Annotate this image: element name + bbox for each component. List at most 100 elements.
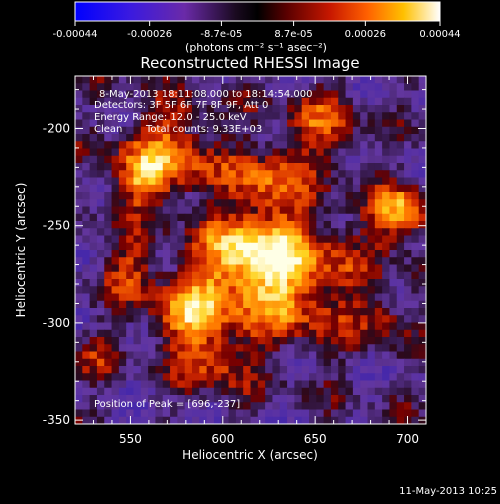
heatmap-cell — [265, 221, 274, 229]
heatmap-cell — [323, 286, 332, 295]
heatmap-cell — [389, 300, 398, 309]
heatmap-cell — [82, 163, 91, 171]
heatmap-cell — [243, 119, 252, 128]
heatmap-cell — [133, 344, 142, 353]
heatmap-cell — [213, 337, 222, 345]
heatmap-cell — [162, 76, 171, 84]
heatmap-cell — [155, 373, 164, 382]
heatmap-cell — [316, 90, 325, 99]
heatmap-cell — [192, 402, 200, 411]
heatmap-cell — [352, 257, 361, 266]
heatmap-cell — [404, 402, 412, 411]
heatmap-cell — [338, 387, 347, 396]
heatmap-cell — [235, 235, 244, 244]
heatmap-cell — [382, 235, 391, 244]
heatmap-cell — [162, 387, 171, 396]
heatmap-cell — [330, 206, 339, 215]
heatmap-cell — [111, 395, 120, 403]
heatmap-cell — [279, 373, 288, 382]
heatmap-cell — [133, 264, 142, 273]
heatmap-cell — [235, 90, 244, 99]
heatmap-cell — [360, 192, 369, 200]
heatmap-cell — [118, 366, 127, 374]
heatmap-cell — [316, 308, 325, 316]
heatmap-cell — [192, 351, 200, 360]
heatmap-cell — [272, 322, 281, 331]
heatmap-cell — [104, 250, 113, 258]
heatmap-cell — [111, 228, 120, 237]
heatmap-cell — [155, 163, 164, 171]
heatmap-cell — [111, 76, 120, 84]
heatmap-cell — [287, 279, 295, 287]
heatmap-cell — [352, 308, 361, 316]
heatmap-cell — [404, 141, 412, 150]
heatmap-cell — [257, 199, 266, 208]
heatmap-cell — [126, 250, 135, 258]
heatmap-cell — [177, 416, 186, 424]
heatmap-cell — [360, 337, 369, 345]
heatmap-cell — [250, 112, 259, 121]
heatmap-cell — [294, 228, 303, 237]
heatmap-cell — [133, 358, 142, 367]
heatmap-cell — [213, 279, 222, 287]
heatmap-cells — [75, 76, 426, 424]
heatmap-cell — [235, 141, 244, 150]
heatmap-cell — [404, 192, 412, 200]
heatmap-cell — [148, 358, 157, 367]
heatmap-cell — [75, 308, 83, 316]
heatmap-cell — [294, 199, 303, 208]
heatmap-cell — [199, 409, 208, 418]
heatmap-cell — [250, 206, 259, 215]
heatmap-cell — [382, 300, 391, 309]
heatmap-cell — [338, 170, 347, 179]
heatmap-cell — [301, 170, 310, 179]
heatmap-cell — [162, 337, 171, 345]
heatmap-cell — [272, 286, 281, 295]
heatmap-cell — [206, 271, 215, 280]
heatmap-cell — [111, 337, 120, 345]
heatmap-cell — [272, 141, 281, 150]
heatmap-cell — [367, 344, 376, 353]
heatmap-cell — [177, 358, 186, 367]
heatmap-cell — [228, 170, 237, 179]
heatmap-cell — [309, 300, 317, 309]
heatmap-cell — [301, 235, 310, 244]
heatmap-cell — [155, 228, 164, 237]
heatmap-cell — [162, 257, 171, 266]
heatmap-cell — [265, 199, 274, 208]
heatmap-cell — [316, 97, 325, 106]
heatmap-cell — [382, 97, 391, 106]
heatmap-cell — [330, 395, 339, 403]
heatmap-cell — [243, 366, 252, 374]
heatmap-cell — [265, 366, 274, 374]
heatmap-cell — [155, 344, 164, 353]
heatmap-cell — [360, 83, 369, 92]
heatmap-cell — [279, 206, 288, 215]
heatmap-cell — [338, 264, 347, 273]
heatmap-cell — [345, 366, 354, 374]
heatmap-cell — [170, 235, 178, 244]
heatmap-cell — [389, 358, 398, 367]
heatmap-cell — [272, 380, 281, 389]
heatmap-cell — [111, 177, 120, 186]
heatmap-cell — [111, 163, 120, 171]
heatmap-cell — [192, 105, 200, 113]
heatmap-cell — [184, 163, 193, 171]
heatmap-cell — [177, 329, 186, 338]
heatmap-cell — [272, 235, 281, 244]
heatmap-cell — [338, 141, 347, 150]
heatmap-cell — [155, 141, 164, 150]
heatmap-cell — [118, 264, 127, 273]
heatmap-cell — [360, 329, 369, 338]
heatmap-cell — [323, 206, 332, 215]
heatmap-cell — [140, 148, 149, 157]
heatmap-cell — [272, 308, 281, 316]
heatmap-cell — [382, 119, 391, 128]
heatmap-cell — [177, 112, 186, 121]
heatmap-cell — [382, 192, 391, 200]
heatmap-cell — [338, 112, 347, 121]
heatmap-cell — [287, 119, 295, 128]
heatmap-cell — [140, 206, 149, 215]
heatmap-cell — [148, 163, 157, 171]
heatmap-cell — [404, 112, 412, 121]
